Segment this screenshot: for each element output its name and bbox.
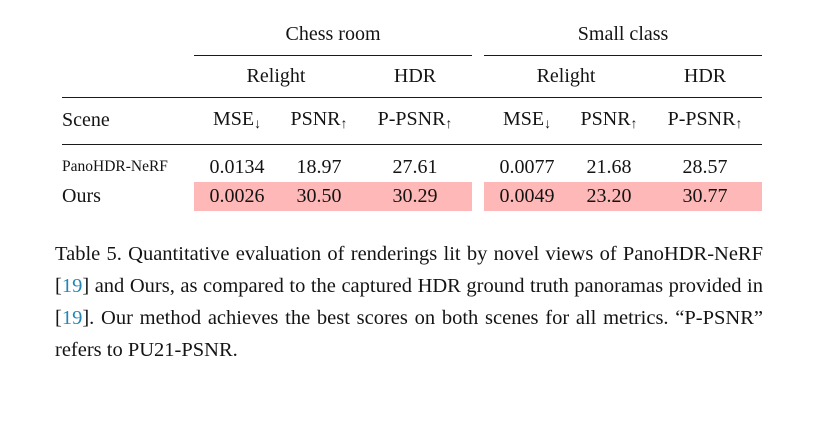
value-cell: 28.57 (682, 155, 728, 178)
metric-direction-arrow: ↓ (254, 117, 262, 132)
metric-label: P-PSNR (667, 108, 736, 130)
column-header-psnr-small: PSNR↑ (570, 97, 649, 145)
empty-cell (62, 22, 194, 56)
caption-text: ]. Our method achieves the best scores o… (55, 306, 763, 361)
group-header-small-class: Small class (484, 22, 763, 56)
column-gap (472, 144, 484, 182)
column-header-ppsnr-small: P-PSNR↑ (648, 97, 763, 145)
column-gap (472, 22, 484, 56)
value-cell-highlighted: 30.29 (358, 181, 473, 211)
column-gap (472, 97, 485, 145)
sub-header-relight-chess: Relight (194, 55, 358, 98)
group-header-chess-room: Chess room (194, 22, 473, 56)
metric-direction-arrow: ↑ (630, 117, 638, 132)
value-cell: 0.0134 (209, 155, 265, 178)
metric-header-row: Scene MSE↓ PSNR↑ P-PSNR↑ MSE↓ PSNR↑ P-PS… (62, 97, 763, 145)
metric-direction-arrow: ↑ (340, 117, 348, 132)
value-cell-highlighted: 30.77 (648, 181, 763, 211)
metric-direction-arrow: ↑ (445, 117, 453, 132)
column-header-ppsnr-chess: P-PSNR↑ (358, 97, 473, 145)
column-header-psnr-chess: PSNR↑ (280, 97, 358, 145)
sub-header-relight-small: Relight (484, 55, 649, 98)
sub-header-hdr-small: HDR (648, 55, 763, 98)
metric-direction-arrow: ↓ (544, 117, 552, 132)
value-cell: 27.61 (392, 155, 438, 178)
citation-link-19[interactable]: 19 (61, 274, 83, 297)
column-header-mse-small: MSE↓ (484, 97, 571, 145)
paper-page: Chess room Small class Relight HDR Relig… (55, 22, 763, 367)
empty-cell (62, 55, 194, 98)
results-table: Chess room Small class Relight HDR Relig… (62, 22, 763, 211)
caption-text: ] and Ours, as compared to the captured … (55, 274, 763, 329)
citation-link-19[interactable]: 19 (61, 306, 83, 329)
value-cell: 18.97 (296, 155, 342, 178)
metric-label: MSE (502, 108, 545, 130)
group-header-row: Chess room Small class (62, 22, 763, 56)
column-header-scene: Scene (62, 97, 194, 145)
column-gap (472, 55, 485, 98)
sub-header-row: Relight HDR Relight HDR (62, 55, 763, 98)
sub-header-hdr-chess: HDR (358, 55, 473, 98)
row-label-panohdr-nerf: PanoHDR-NeRF (62, 157, 168, 175)
column-gap (472, 182, 484, 211)
column-header-mse-chess: MSE↓ (194, 97, 280, 145)
metric-label: PSNR (580, 108, 631, 130)
value-cell-highlighted: 0.0026 (194, 181, 280, 211)
table-row-panohdr-nerf: PanoHDR-NeRF 0.0134 18.97 27.61 0.0077 2… (62, 144, 762, 182)
metric-label: MSE (212, 108, 255, 130)
table-row-ours: Ours 0.0026 30.50 30.29 0.0049 23.20 30.… (62, 181, 763, 211)
row-label-ours: Ours (62, 184, 101, 207)
value-cell-highlighted: 30.50 (280, 181, 358, 211)
table-caption: Table 5. Quantitative evaluation of rend… (55, 239, 763, 367)
value-cell-highlighted: 0.0049 (484, 181, 571, 211)
caption-text: Table 5. Quantitative evaluation of rend… (55, 242, 763, 297)
metric-direction-arrow: ↑ (735, 117, 743, 132)
value-cell: 0.0077 (499, 155, 555, 178)
value-cell: 21.68 (586, 155, 632, 178)
value-cell-highlighted: 23.20 (570, 181, 649, 211)
metric-label: PSNR (290, 108, 341, 130)
metric-label: P-PSNR (377, 108, 446, 130)
